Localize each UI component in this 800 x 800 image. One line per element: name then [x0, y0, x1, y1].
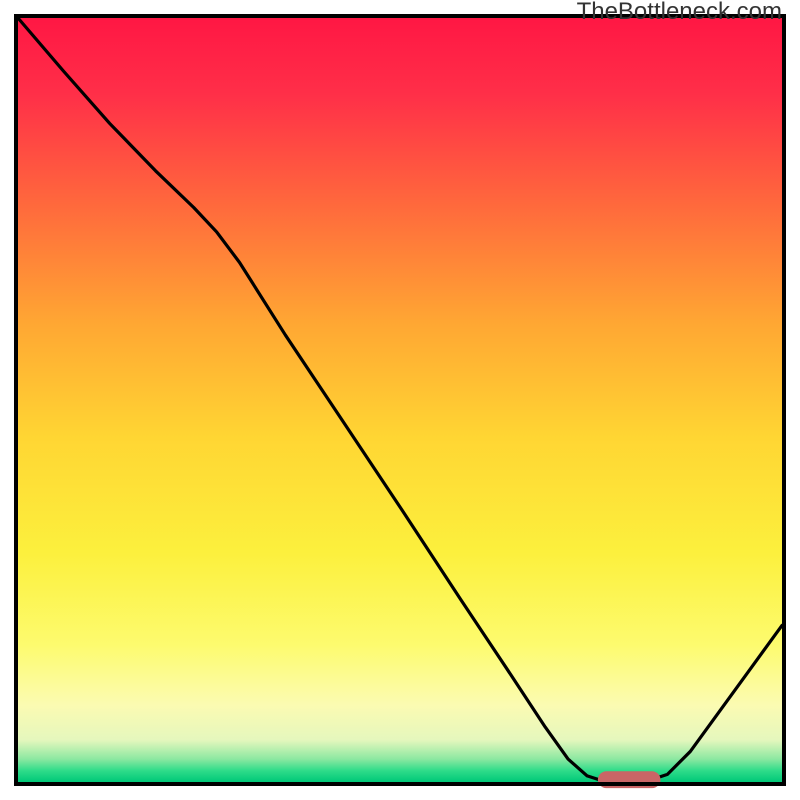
- recommended-marker: [598, 771, 661, 788]
- plot-background: [18, 18, 782, 782]
- plot-border: [16, 16, 784, 784]
- chart-svg: [0, 0, 800, 800]
- bottleneck-chart: TheBottleneck.com: [0, 0, 800, 800]
- bottleneck-curve: [18, 18, 782, 782]
- watermark-text: TheBottleneck.com: [577, 0, 782, 26]
